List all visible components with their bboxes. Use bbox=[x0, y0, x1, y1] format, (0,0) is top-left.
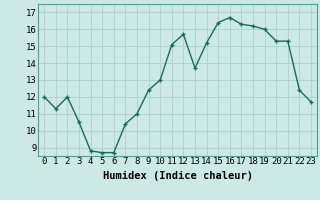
X-axis label: Humidex (Indice chaleur): Humidex (Indice chaleur) bbox=[103, 171, 252, 181]
